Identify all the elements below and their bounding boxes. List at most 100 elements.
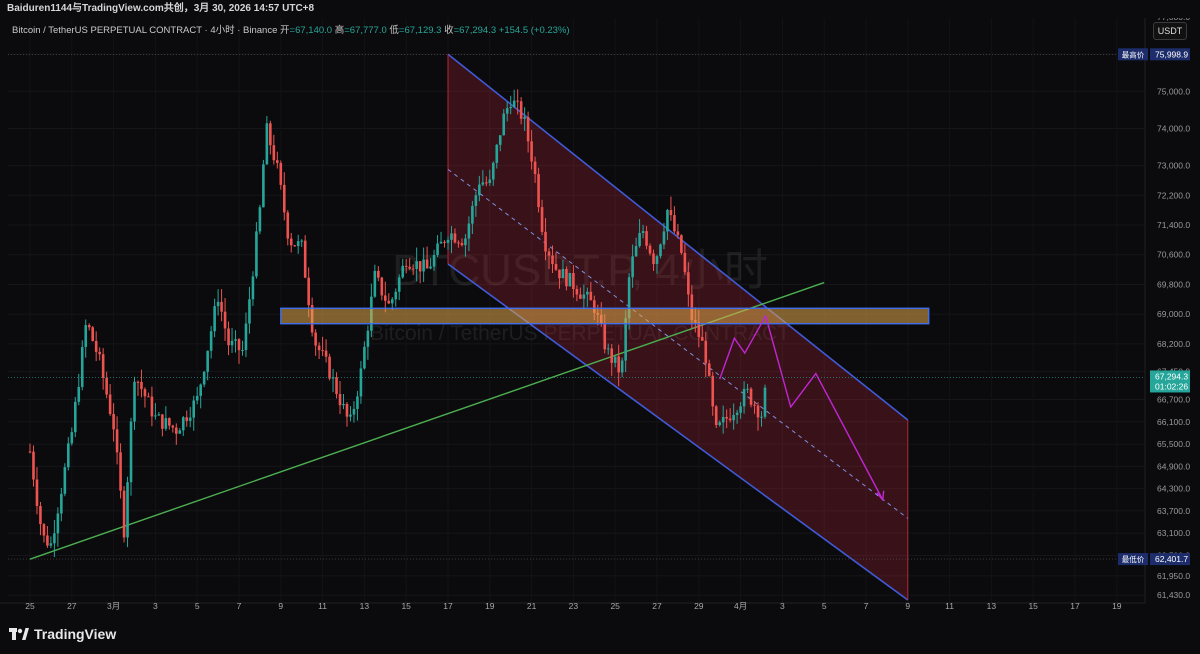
last-price-value: 67,294.3: [1155, 371, 1188, 381]
candle-body: [67, 443, 70, 468]
symbol-header: Bitcoin / TetherUS PERPETUAL CONTRACT · …: [12, 22, 570, 36]
y-tick-label: 68,200.0: [1157, 339, 1190, 349]
candle-body: [108, 394, 112, 415]
candle-body: [610, 348, 614, 363]
candle-body: [450, 233, 453, 240]
highest-price-value-bg: [1150, 48, 1190, 61]
x-tick-label: 9: [905, 601, 910, 611]
candle-body: [544, 231, 547, 252]
candle-body: [258, 207, 262, 232]
x-tick-label: 17: [1070, 601, 1080, 611]
top-bar-text: Baiduren1144与TradingView.com共创，3月 30, 20…: [7, 3, 315, 14]
candle-body: [122, 490, 126, 538]
candle-body: [645, 231, 648, 246]
candle-body: [359, 368, 363, 397]
y-tick-label: 64,900.0: [1157, 461, 1190, 471]
change-value: +154.5 (+0.23%): [498, 25, 570, 36]
y-tick-label: 63,100.0: [1157, 528, 1190, 538]
open-value: =67,140.0: [289, 25, 333, 36]
candle-body: [129, 421, 133, 483]
candle-body: [432, 255, 436, 267]
candle-body: [519, 101, 523, 119]
candle-body: [613, 356, 617, 363]
x-tick-label: 3: [780, 601, 785, 611]
candle-body: [648, 245, 652, 254]
candle-body: [143, 389, 147, 397]
candle-body: [760, 416, 763, 418]
x-tick-label: 15: [401, 601, 411, 611]
candle-body: [603, 323, 607, 350]
candle-body: [366, 330, 370, 347]
candle-body: [707, 363, 711, 376]
highest-price-name-bg: [1118, 48, 1148, 61]
candle-body: [652, 253, 655, 265]
candle-body: [662, 231, 666, 245]
candle-body: [373, 270, 377, 297]
tradingview-logo[interactable]: TradingView: [9, 626, 116, 642]
candle-body: [491, 162, 495, 180]
candle-body: [659, 244, 662, 257]
x-tick-label: 7: [864, 601, 869, 611]
currency-button[interactable]: USDT: [1153, 22, 1187, 40]
candle-body: [28, 451, 32, 453]
close-label: 收: [444, 25, 454, 36]
x-tick-label: 13: [987, 601, 997, 611]
candle-body: [363, 346, 366, 369]
candle-body: [342, 403, 345, 406]
candle-body: [119, 452, 122, 491]
candle-body: [676, 231, 680, 236]
x-tick-label: 13: [360, 601, 370, 611]
candle-body: [554, 264, 558, 270]
candle-body: [133, 381, 136, 422]
candle-body: [735, 412, 739, 416]
price-chart[interactable]: BTCUSDT.P, 4小时 Bitcoin / TetherUS PERPETU…: [0, 18, 1200, 620]
candle-body: [46, 535, 49, 546]
y-tick-label: 75,000.0: [1157, 86, 1190, 96]
candle-body: [721, 416, 725, 423]
candle-body: [586, 291, 589, 295]
chart-area[interactable]: BTCUSDT.P, 4小时 Bitcoin / TetherUS PERPETU…: [0, 18, 1200, 620]
candle-body: [56, 513, 60, 534]
candle-body: [317, 345, 321, 351]
candle-body: [540, 207, 544, 232]
candle-body: [150, 396, 154, 417]
symbol-title: Bitcoin / TetherUS PERPETUAL CONTRACT · …: [12, 25, 278, 36]
candle-body: [101, 354, 105, 378]
tradingview-logo-icon: [9, 628, 29, 640]
candle-body: [192, 400, 196, 418]
candle-body: [140, 381, 143, 390]
candle-body: [725, 416, 728, 419]
candle-body: [321, 350, 324, 352]
candle-body: [523, 117, 526, 119]
candle-body: [415, 261, 418, 270]
high-value: =67,777.0: [344, 25, 387, 36]
candle-body: [175, 427, 178, 434]
highest-price-value: 75,998.9: [1155, 49, 1188, 59]
candle-body: [666, 210, 669, 232]
candle-body: [401, 265, 405, 278]
candle-body: [53, 533, 56, 544]
candle-body: [307, 277, 310, 306]
candle-body: [683, 252, 687, 273]
candle-body: [418, 261, 422, 272]
candle-body: [384, 295, 387, 301]
candle-body: [471, 205, 474, 224]
candle-body: [739, 406, 742, 413]
candle-body: [673, 215, 676, 232]
candle-body: [582, 294, 586, 299]
y-tick-label: 66,700.0: [1157, 395, 1190, 405]
x-tick-label: 7: [237, 601, 242, 611]
candle-body: [443, 241, 446, 243]
candle-body: [84, 325, 88, 347]
candle-body: [171, 425, 175, 428]
candle-body: [551, 255, 554, 265]
x-tick-label: 5: [822, 601, 827, 611]
brand-name: TradingView: [34, 626, 117, 642]
candle-body: [464, 238, 467, 246]
candle-body: [39, 505, 42, 525]
last-price-bg: [1150, 370, 1190, 393]
y-tick-label: 66,100.0: [1157, 417, 1190, 427]
y-tick-label: 65,500.0: [1157, 439, 1190, 449]
candle-body: [241, 349, 244, 351]
candle-body: [377, 270, 380, 278]
